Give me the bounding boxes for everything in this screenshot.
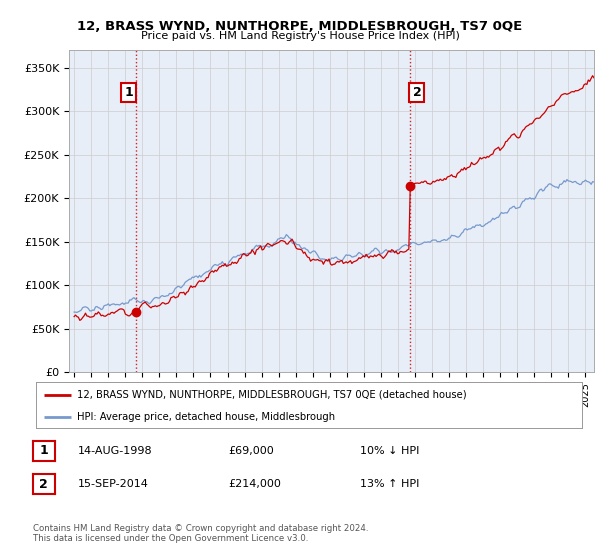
- Text: 14-AUG-1998: 14-AUG-1998: [78, 446, 152, 456]
- Text: 13% ↑ HPI: 13% ↑ HPI: [360, 479, 419, 489]
- Text: 1: 1: [40, 444, 48, 458]
- Text: £214,000: £214,000: [228, 479, 281, 489]
- Text: Price paid vs. HM Land Registry's House Price Index (HPI): Price paid vs. HM Land Registry's House …: [140, 31, 460, 41]
- Text: 10% ↓ HPI: 10% ↓ HPI: [360, 446, 419, 456]
- Text: £69,000: £69,000: [228, 446, 274, 456]
- Text: 2: 2: [413, 86, 421, 99]
- Text: 15-SEP-2014: 15-SEP-2014: [78, 479, 149, 489]
- Text: HPI: Average price, detached house, Middlesbrough: HPI: Average price, detached house, Midd…: [77, 412, 335, 422]
- Text: 12, BRASS WYND, NUNTHORPE, MIDDLESBROUGH, TS7 0QE (detached house): 12, BRASS WYND, NUNTHORPE, MIDDLESBROUGH…: [77, 390, 467, 400]
- Text: 2: 2: [40, 478, 48, 491]
- Text: 1: 1: [125, 86, 133, 99]
- Text: 12, BRASS WYND, NUNTHORPE, MIDDLESBROUGH, TS7 0QE: 12, BRASS WYND, NUNTHORPE, MIDDLESBROUGH…: [77, 20, 523, 32]
- Text: Contains HM Land Registry data © Crown copyright and database right 2024.
This d: Contains HM Land Registry data © Crown c…: [33, 524, 368, 543]
